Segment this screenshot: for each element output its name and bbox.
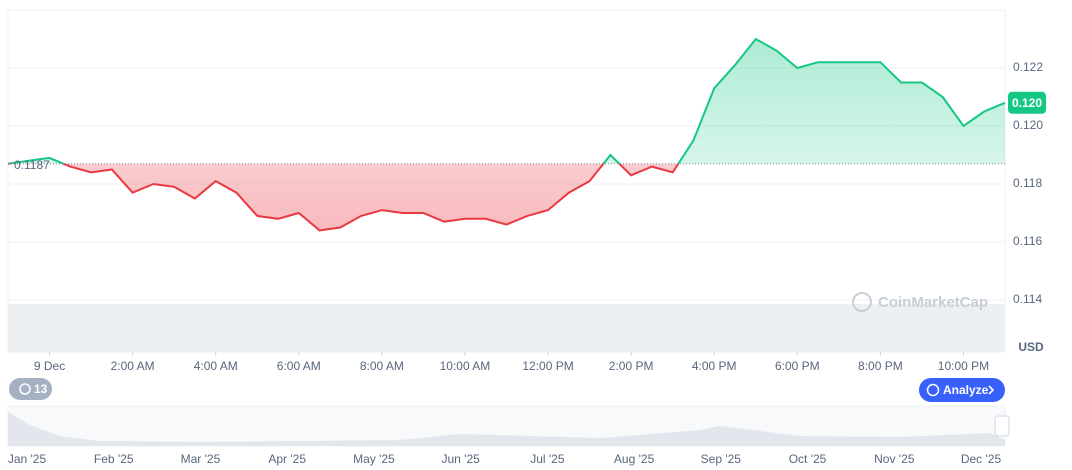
analyze-button[interactable]: Analyze <box>919 378 1005 402</box>
x-tick-label: 10:00 PM <box>938 359 989 373</box>
analyze-text[interactable]: Analyze <box>943 383 989 397</box>
x-tick-label: 10:00 AM <box>440 359 491 373</box>
history-count: 13 <box>34 382 48 396</box>
x-tick-label: 2:00 PM <box>609 359 654 373</box>
navigator-label: Jul '25 <box>530 452 565 466</box>
price-line-up <box>7 37 1006 164</box>
history-badge[interactable]: 13 <box>9 378 52 400</box>
watermark-text: CoinMarketCap <box>878 294 988 311</box>
x-tick-label: 4:00 PM <box>692 359 737 373</box>
x-tick-label: 8:00 PM <box>858 359 903 373</box>
navigator-shape <box>8 412 1005 446</box>
x-tick-label: 8:00 AM <box>360 359 404 373</box>
y-tick-label: 0.114 <box>1013 292 1042 306</box>
x-tick-label: 2:00 AM <box>111 359 155 373</box>
navigator-label: Mar '25 <box>181 452 221 466</box>
navigator-handle[interactable] <box>994 415 1010 437</box>
navigator-label: Nov '25 <box>874 452 915 466</box>
volume-area <box>8 304 1005 352</box>
price-line-down <box>7 163 680 232</box>
navigator-label: Dec '25 <box>961 452 1002 466</box>
current-price-badge <box>1008 91 1046 114</box>
x-tick-label: 4:00 AM <box>194 359 238 373</box>
y-tick-label: 0.116 <box>1013 234 1042 248</box>
area-down <box>8 163 1005 231</box>
watermark: CoinMarketCap <box>852 292 988 312</box>
navigator-label: Jun '25 <box>441 452 480 466</box>
x-tick-label: 6:00 AM <box>277 359 321 373</box>
x-tick-label: 12:00 PM <box>522 359 573 373</box>
y-tick-label: 0.118 <box>1013 176 1042 190</box>
area-up <box>8 39 1005 164</box>
y-tick-label: 0.120 <box>1013 118 1043 132</box>
x-tick-label: 9 Dec <box>34 359 65 373</box>
current-price-label: 0.120 <box>1012 96 1042 110</box>
navigator-label: Aug '25 <box>614 452 655 466</box>
x-tick-label: 6:00 PM <box>775 359 820 373</box>
navigator-label: Jan '25 <box>8 452 47 466</box>
baseline-label: 0.1187 <box>14 158 50 172</box>
currency-label: USD <box>1018 340 1044 354</box>
navigator-label: May '25 <box>353 452 395 466</box>
navigator-label: Feb '25 <box>94 452 134 466</box>
navigator-label: Oct '25 <box>789 452 827 466</box>
navigator-label: Sep '25 <box>701 452 742 466</box>
navigator-label: Apr '25 <box>268 452 306 466</box>
y-tick-label: 0.122 <box>1013 60 1043 74</box>
